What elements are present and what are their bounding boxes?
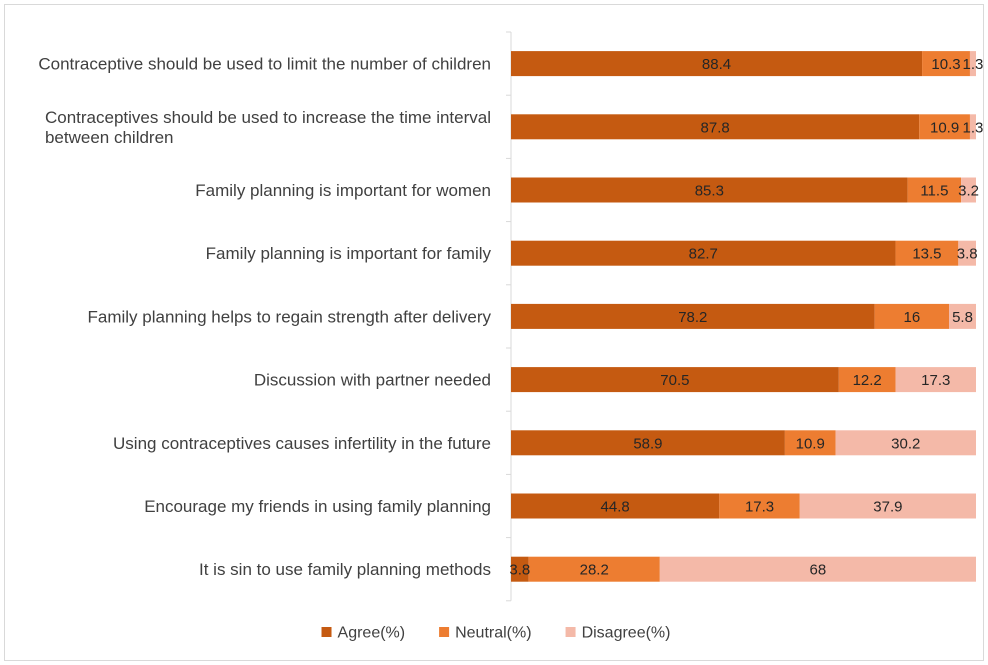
category-label: Family planning is important for family — [206, 244, 492, 263]
data-label: 3.2 — [958, 183, 979, 200]
data-label: 44.8 — [601, 499, 630, 516]
bar-segment — [511, 114, 920, 140]
data-label: 10.3 — [931, 56, 960, 73]
legend-item: Disagree(%) — [565, 625, 671, 642]
axis-layer — [506, 31, 512, 602]
bar-segment — [835, 430, 976, 456]
category-label: It is sin to use family planning methods — [199, 560, 491, 579]
legend-label: Neutral(%) — [455, 625, 531, 642]
bar-segment — [838, 367, 896, 393]
data-label: 10.9 — [930, 119, 959, 136]
data-label: 1.3 — [963, 56, 984, 73]
data-label: 10.9 — [796, 435, 825, 452]
data-label: 82.7 — [689, 246, 718, 263]
bar-segment — [511, 430, 785, 456]
bar-segment — [511, 367, 839, 393]
data-label: 3.8 — [957, 246, 978, 263]
bar-segment — [949, 303, 976, 329]
stacked-bar-chart: Contraceptive should be used to limit th… — [38, 31, 983, 642]
data-label: 17.3 — [921, 372, 950, 389]
legend-swatch — [321, 627, 332, 637]
data-label: 28.2 — [580, 562, 609, 579]
bar-segment — [969, 114, 976, 140]
bar-segment — [895, 367, 976, 393]
category-labels: Contraceptive should be used to limit th… — [38, 55, 491, 580]
data-label: 1.3 — [963, 119, 984, 136]
bar-segment — [511, 177, 908, 203]
bar-segment — [719, 493, 800, 519]
data-label: 5.8 — [952, 309, 973, 326]
legend: Agree(%) Neutral(%) Disagree(%) — [321, 625, 671, 642]
data-label: 70.5 — [660, 372, 689, 389]
bar-segment — [799, 493, 976, 519]
bar-segment — [961, 177, 976, 203]
data-label: 11.5 — [920, 183, 948, 200]
data-label: 12.2 — [853, 372, 882, 389]
data-label: 30.2 — [891, 435, 920, 452]
bar-segment — [511, 51, 923, 77]
data-label: 13.5 — [912, 246, 941, 263]
bar-segment — [969, 51, 976, 77]
legend-label: Disagree(%) — [582, 625, 671, 642]
category-label: Discussion with partner needed — [254, 371, 491, 390]
legend-swatch — [565, 627, 576, 637]
bar-segment — [511, 303, 875, 329]
bar-segment — [659, 556, 976, 582]
category-label: Using contraceptives causes infertility … — [113, 434, 491, 453]
bar-segment — [511, 556, 529, 582]
data-labels: 88.4 10.3 1.387.8 10.9 1.385.3 11.5 3.282.7 13.… — [509, 56, 983, 579]
chart-frame: Contraceptive should be used to limit th… — [4, 4, 984, 661]
data-label: 58.9 — [633, 435, 662, 452]
category-label: Family planning helps to regain strength… — [88, 307, 492, 326]
data-label: 78.2 — [678, 309, 707, 326]
bar-segment — [922, 51, 970, 77]
bar-segment — [958, 240, 976, 266]
bar-segment — [907, 177, 962, 203]
bar-segment — [511, 240, 896, 266]
legend-swatch — [439, 627, 450, 637]
data-label: 16 — [903, 309, 920, 326]
category-label: Contraceptive should be used to limit th… — [38, 55, 491, 74]
legend-item: Neutral(%) — [439, 625, 532, 642]
data-label: 87.8 — [701, 119, 730, 136]
data-label: 85.3 — [695, 183, 724, 200]
bar-segment — [919, 114, 970, 140]
bar-segment — [511, 493, 720, 519]
category-label: Encourage my friends in using family pla… — [144, 497, 491, 516]
data-label: 88.4 — [702, 56, 731, 73]
data-label: 17.3 — [745, 499, 774, 516]
bar-segment — [874, 303, 950, 329]
bar-segment — [895, 240, 959, 266]
bars-layer — [511, 51, 976, 582]
legend-item: Agree(%) — [321, 625, 406, 642]
category-label: Contraceptives should be used to increas… — [45, 108, 491, 147]
data-label: 68 — [810, 562, 827, 579]
data-label: 37.9 — [873, 499, 902, 516]
data-label: 3.8 — [509, 562, 530, 579]
bar-segment — [528, 556, 660, 582]
legend-label: Agree(%) — [338, 625, 406, 642]
bar-segment — [784, 430, 836, 456]
category-label: Family planning is important for women — [195, 181, 491, 200]
